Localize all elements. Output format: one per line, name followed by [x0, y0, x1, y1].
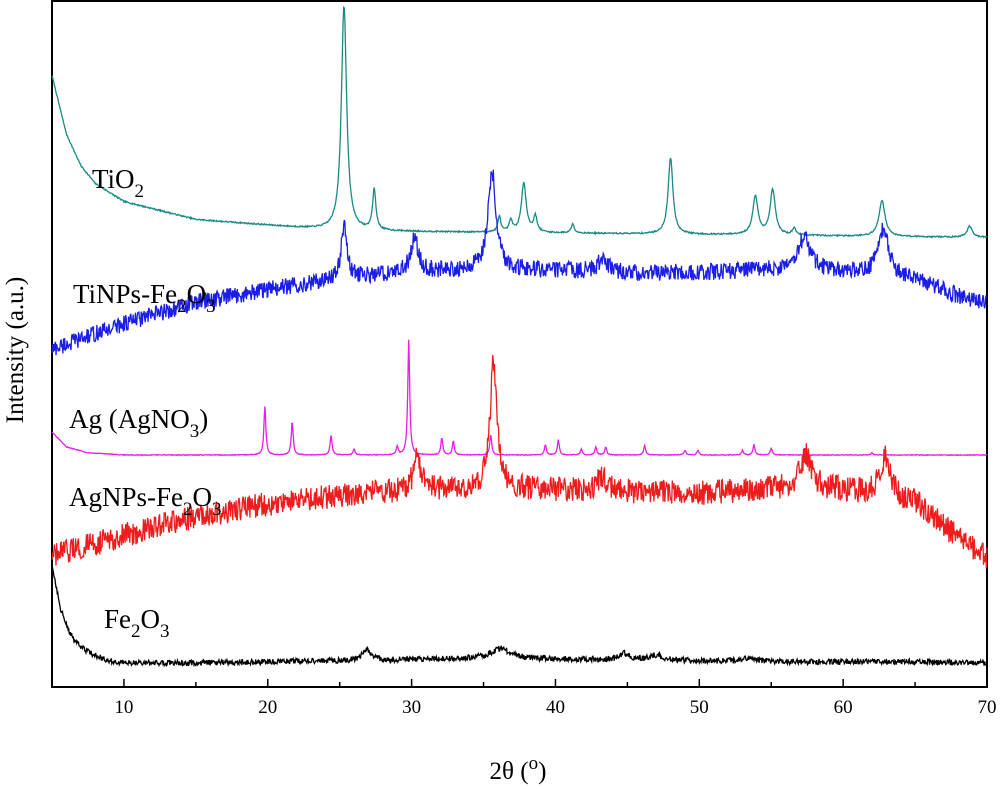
x-tick-label-70: 70 [978, 697, 997, 718]
series-labels: TiO2 TiNPs-Fe2O3 Ag (AgNO3) AgNPs-Fe2O3 Fe2O… [69, 164, 222, 642]
series-line-2 [51, 339, 988, 457]
x-axis-title-suffix: ) [538, 758, 546, 785]
x-tick-label-60: 60 [834, 697, 853, 718]
plot-frame [51, 0, 988, 688]
x-tick-label-40: 40 [546, 697, 565, 718]
series-line-1 [51, 169, 988, 356]
series-label-2: Ag (AgNO3) [69, 404, 208, 442]
series-label-1: TiNPs-Fe2O3 [73, 279, 216, 317]
series-layer [51, 5, 988, 668]
x-axis-title-prefix: 2θ ( [490, 758, 529, 785]
x-tick-label-10: 10 [114, 697, 133, 718]
series-line-3 [51, 354, 988, 569]
series-line-0 [51, 5, 988, 239]
y-axis-title: Intensity (a.u.) [2, 277, 29, 423]
series-label-0: TiO2 [92, 164, 144, 202]
series-line-4 [51, 565, 988, 668]
x-tick-label-20: 20 [258, 697, 277, 718]
x-tick-label-30: 30 [402, 697, 421, 718]
x-tick-label-50: 50 [690, 697, 709, 718]
x-axis-title: 2θ (o) [490, 753, 547, 785]
series-label-4: Fe2O3 [104, 604, 170, 642]
series-label-3: AgNPs-Fe2O3 [69, 482, 222, 520]
x-axis-title-degree: o [529, 753, 539, 774]
x-axis-ticks: 10 20 30 40 50 60 70 [51, 679, 997, 718]
